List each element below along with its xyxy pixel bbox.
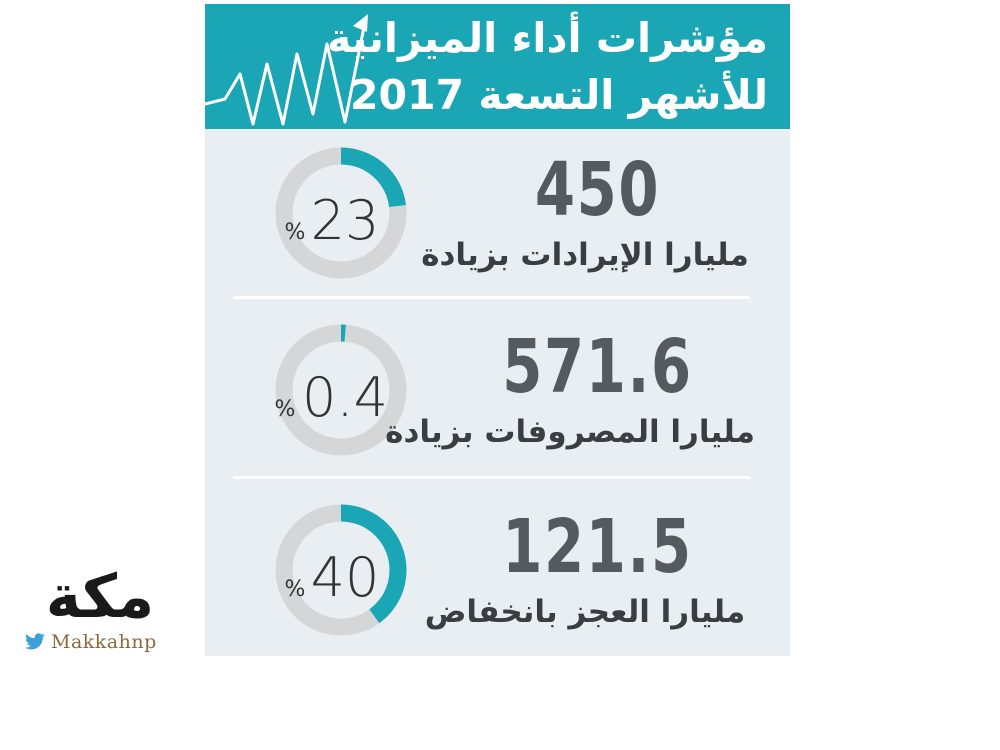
donut-percent-value: 23 — [311, 189, 380, 252]
indicator-label: مليارا العجز بانخفاض — [424, 594, 746, 630]
page-subtitle: للأشهر التسعة 2017 — [349, 71, 768, 119]
donut-percent-sign: % — [275, 397, 295, 422]
donut-percent-sign: % — [285, 220, 306, 245]
indicator-row-revenue: 23 % 450 مليارا الإيرادات بزيادة — [205, 142, 790, 292]
donut-arc — [275, 324, 407, 456]
donut-chart: 40 % — [275, 504, 407, 636]
twitter-handle[interactable]: Makkahnp — [24, 631, 157, 653]
donut-chart: 23 % — [275, 147, 407, 279]
header-banner: مؤشرات أداء الميزانية للأشهر التسعة 2017 — [205, 4, 790, 129]
donut-percent-value: 0.4 — [302, 366, 388, 429]
twitter-bird-icon — [25, 633, 45, 650]
logo-wordmark: مكة — [45, 562, 155, 632]
trend-arrow-icon — [205, 14, 368, 126]
indicator-value: 571.6 — [502, 324, 693, 410]
indicator-value: 450 — [534, 147, 661, 233]
row-divider — [233, 296, 750, 299]
page-title: مؤشرات أداء الميزانية — [326, 14, 768, 62]
donut-percent-value: 40 — [311, 546, 380, 609]
indicator-value: 121.5 — [502, 504, 693, 590]
publisher-logo: مكة Makkahnp — [20, 565, 180, 660]
indicator-label: مليارا المصروفات بزيادة — [385, 414, 755, 450]
donut-arc — [275, 504, 407, 636]
indicator-row-deficit: 40 % 121.5 مليارا العجز بانخفاض — [205, 499, 790, 649]
row-divider — [233, 476, 750, 479]
donut-percent-sign: % — [285, 577, 306, 602]
donut-chart: 0.4 % — [275, 324, 407, 456]
infographic-card: مؤشرات أداء الميزانية للأشهر التسعة 2017… — [205, 4, 790, 656]
donut-arc — [275, 147, 407, 279]
indicator-label: مليارا الإيرادات بزيادة — [421, 237, 749, 273]
indicator-row-expenses: 0.4 % 571.6 مليارا المصروفات بزيادة — [205, 319, 790, 469]
handle-text: Makkahnp — [51, 631, 157, 653]
